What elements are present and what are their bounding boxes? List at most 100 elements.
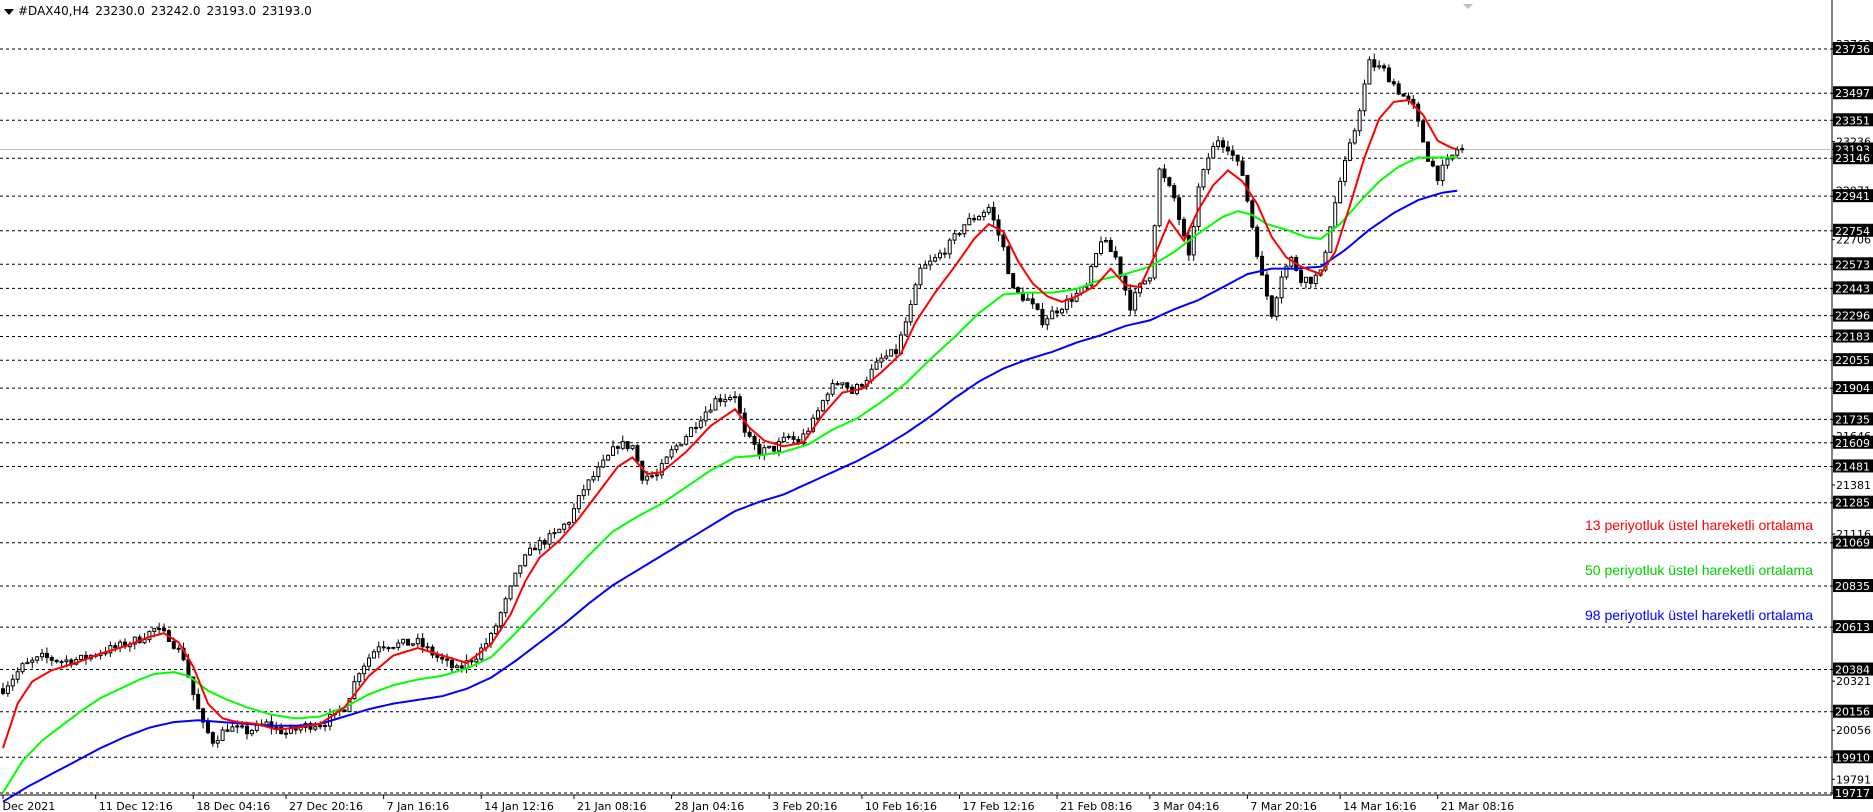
candle: [830, 379, 835, 397]
candle: [342, 709, 347, 713]
candle-body: [1357, 110, 1362, 132]
candle-body: [445, 658, 450, 661]
candle: [532, 544, 537, 551]
price-label: 21735: [1835, 413, 1870, 426]
candle-body: [225, 729, 230, 732]
price-label: 23736: [1835, 43, 1870, 56]
candle: [933, 253, 938, 263]
candle: [923, 260, 928, 269]
candle: [913, 282, 918, 306]
candle: [767, 445, 772, 450]
candle-body: [1435, 165, 1440, 182]
candle-body: [1025, 298, 1030, 301]
candle-body: [552, 532, 557, 535]
candle-body: [274, 726, 279, 729]
candle-body: [245, 725, 249, 735]
time-label: 3 Mar 04:16: [1153, 800, 1219, 812]
candle-body: [972, 217, 977, 221]
candle-body: [1059, 308, 1064, 314]
candle-body: [674, 445, 679, 451]
candle: [113, 642, 118, 652]
candle-body: [889, 349, 894, 357]
candle-body: [498, 612, 503, 627]
candle-body: [1099, 241, 1103, 254]
candle-body: [386, 647, 391, 650]
candle: [718, 393, 723, 407]
candle-body: [376, 646, 381, 653]
candle-body: [918, 267, 923, 286]
candle-body: [1333, 202, 1338, 228]
candle: [1020, 287, 1025, 303]
candle-body: [1186, 235, 1191, 256]
candle-body: [894, 349, 899, 355]
grid-lines: [0, 0, 1833, 796]
candle: [201, 707, 206, 729]
candle: [689, 426, 694, 438]
candle: [1059, 307, 1064, 316]
candle: [1299, 268, 1304, 287]
candle-body: [1352, 130, 1357, 144]
candle: [371, 649, 376, 659]
ema13-line: [2, 99, 1458, 749]
candle: [625, 441, 630, 452]
candle: [713, 395, 718, 411]
price-tag: [1833, 662, 1873, 676]
candle-body: [240, 725, 245, 728]
candle: [1040, 303, 1045, 328]
price-tag: [1833, 42, 1873, 55]
candle-body: [1181, 218, 1186, 237]
time-label: 21 Jan 08:16: [577, 800, 647, 812]
candle-body: [313, 726, 318, 730]
legend: 13 periyotluk üstel hareketli ortalama 50…: [1585, 517, 1813, 623]
candle-body: [1069, 298, 1074, 302]
candle-body: [723, 399, 728, 403]
candle: [1011, 272, 1016, 290]
candle: [972, 214, 977, 223]
candle-body: [425, 646, 430, 649]
candle-body: [1401, 93, 1406, 97]
candle-body: [1201, 169, 1206, 188]
candle: [1177, 194, 1182, 226]
price-tag: [1833, 381, 1873, 395]
price-label: 20321: [1836, 675, 1871, 688]
candle-body: [508, 585, 513, 600]
candle: [1064, 294, 1069, 314]
candle: [1430, 156, 1435, 168]
price-tag: [1833, 151, 1873, 165]
candle: [928, 254, 933, 271]
time-label: 10 Feb 16:16: [865, 800, 937, 812]
candle-body: [1391, 81, 1396, 85]
candle: [425, 642, 430, 651]
candle: [406, 638, 411, 646]
candle-body: [1191, 226, 1196, 256]
candle-body: [830, 383, 835, 395]
candle: [1284, 265, 1289, 280]
candle-body: [381, 646, 386, 649]
candle-body: [157, 627, 162, 630]
candle-body: [264, 721, 269, 726]
chart-menu-arrow-icon[interactable]: [4, 8, 14, 15]
candle: [220, 726, 225, 741]
candle: [937, 249, 942, 261]
candle-body: [1206, 157, 1211, 171]
candle: [728, 394, 733, 402]
price-label: 22055: [1835, 354, 1870, 367]
candle: [889, 349, 894, 357]
candle-body: [391, 646, 396, 649]
candle: [752, 434, 757, 450]
candle-body: [1455, 149, 1460, 156]
candle: [308, 721, 313, 733]
candle-body: [357, 673, 362, 683]
candle: [1157, 167, 1162, 228]
candle-body: [1328, 226, 1333, 253]
candle-body: [1045, 318, 1050, 326]
candle: [362, 663, 367, 681]
candle: [879, 353, 884, 368]
candle-body: [562, 523, 567, 530]
candle-body: [10, 678, 15, 687]
candle: [367, 653, 371, 672]
candle-body: [162, 627, 167, 632]
candle-body: [557, 528, 562, 534]
candle-body: [1347, 142, 1352, 161]
